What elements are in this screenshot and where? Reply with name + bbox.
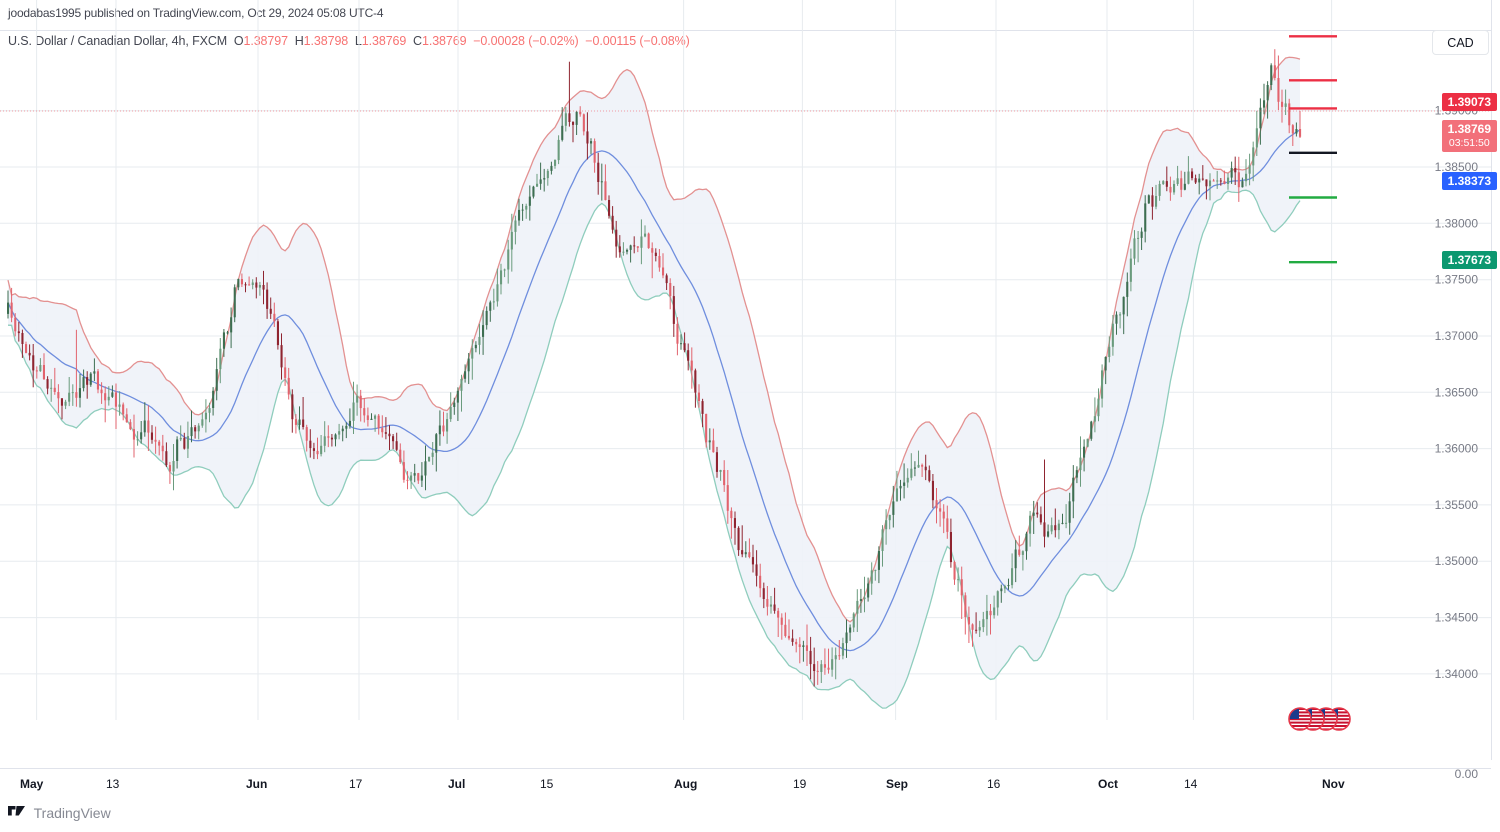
svg-text:1.37500: 1.37500	[1435, 273, 1479, 287]
svg-text:1.35000: 1.35000	[1435, 554, 1479, 568]
svg-text:0.00: 0.00	[1455, 767, 1479, 781]
svg-text:1.36500: 1.36500	[1435, 385, 1479, 399]
svg-text:1.38000: 1.38000	[1435, 216, 1479, 230]
svg-text:1.35500: 1.35500	[1435, 498, 1479, 512]
svg-text:1.34000: 1.34000	[1435, 667, 1479, 681]
svg-text:1.36000: 1.36000	[1435, 442, 1479, 456]
svg-text:1.37000: 1.37000	[1435, 329, 1479, 343]
svg-text:1.34500: 1.34500	[1435, 611, 1479, 625]
